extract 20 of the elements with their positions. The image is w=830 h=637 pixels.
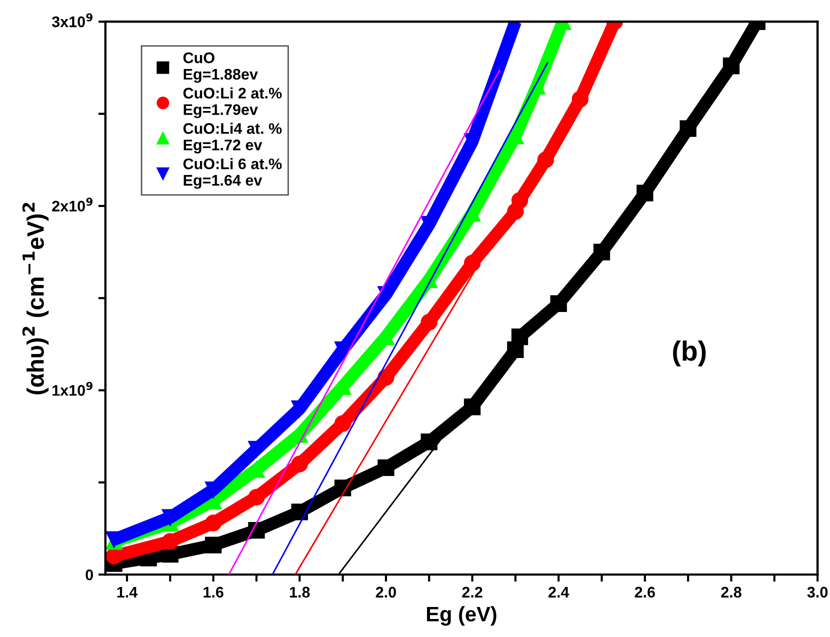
x-tick-label: 1.8 (290, 586, 310, 598)
x-tick-label: 2.2 (462, 586, 482, 598)
x-axis-title: Eg (eV) (426, 606, 496, 626)
y-tick-label: 2x10$^{9}$ (52, 198, 92, 212)
legend-label: CuO:Li4 at. % Eg=1.72 ev (183, 122, 282, 154)
y-axis-title: (αhυ)$^{2}$ (cm$^{−1}$eV)$^{2}$ (22, 202, 49, 394)
y-tick-label: 3x10$^{9}$ (52, 13, 92, 28)
x-tick-label: 2.0 (376, 586, 396, 598)
y-tick-label: 1x10$^{9}$ (52, 382, 92, 396)
annotation: (b) (673, 340, 706, 366)
x-tick-label: 2.4 (548, 586, 570, 598)
legend-label: CuO:Li 2 at.% Eg=1.79ev (183, 87, 282, 118)
x-tick-label: 1.6 (204, 586, 224, 598)
x-tick-label: 1.4 (117, 586, 138, 598)
legend-label: CuO Eg=1.88ev (183, 52, 258, 83)
legend-label: CuO:Li 6 at.% Eg=1.64 ev (183, 158, 282, 189)
x-tick-label: 2.6 (634, 586, 655, 598)
x-tick-label: 3.0 (807, 586, 828, 598)
y-tick-label: 0 (86, 569, 93, 580)
x-tick-label: 2.8 (721, 586, 742, 598)
